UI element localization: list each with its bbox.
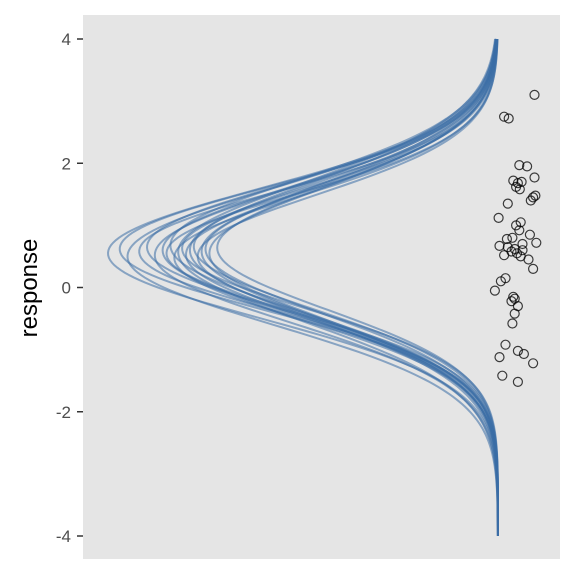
response-point (495, 276, 506, 287)
response-point (512, 376, 524, 387)
response-point (489, 285, 500, 296)
response-point (524, 229, 536, 240)
response-point (514, 184, 525, 195)
response-point (514, 160, 525, 171)
response-point (493, 212, 504, 223)
response-point (517, 245, 528, 256)
response-point (506, 296, 517, 307)
response-point (511, 248, 523, 259)
response-point (521, 161, 533, 172)
response-point (517, 238, 528, 250)
response-point (529, 89, 540, 101)
response-point (525, 195, 536, 206)
response-point (523, 254, 534, 265)
response-point (508, 291, 519, 302)
response-point (527, 192, 539, 203)
y-tick-label: -4 (56, 527, 71, 546)
y-tick-label: 0 (62, 279, 71, 298)
response-point (503, 113, 514, 124)
density-curves (107, 38, 499, 537)
response-point (529, 172, 540, 183)
response-point (507, 232, 518, 243)
response-point (527, 263, 539, 274)
response-point (497, 370, 508, 381)
response-point (512, 345, 524, 356)
density-curve (216, 38, 499, 536)
density-curve (177, 38, 499, 537)
y-tick-label: 2 (62, 154, 71, 173)
response-point (527, 358, 539, 369)
response-point (499, 111, 510, 122)
y-axis-title: response (16, 239, 43, 338)
response-point (499, 250, 510, 261)
y-axis: 4 2 0 -2 -4 (56, 30, 83, 546)
response-point (507, 318, 518, 329)
y-tick-label: 4 (62, 30, 71, 49)
response-point (501, 233, 512, 245)
response-point (502, 198, 513, 209)
density-curve (208, 38, 499, 537)
response-point (500, 339, 511, 350)
response-point (494, 352, 505, 363)
y-tick-label: -2 (56, 403, 71, 422)
response-point (518, 348, 530, 360)
response-point (514, 225, 525, 236)
response-point (531, 237, 542, 248)
response-point (509, 308, 520, 319)
response-points (489, 89, 542, 387)
